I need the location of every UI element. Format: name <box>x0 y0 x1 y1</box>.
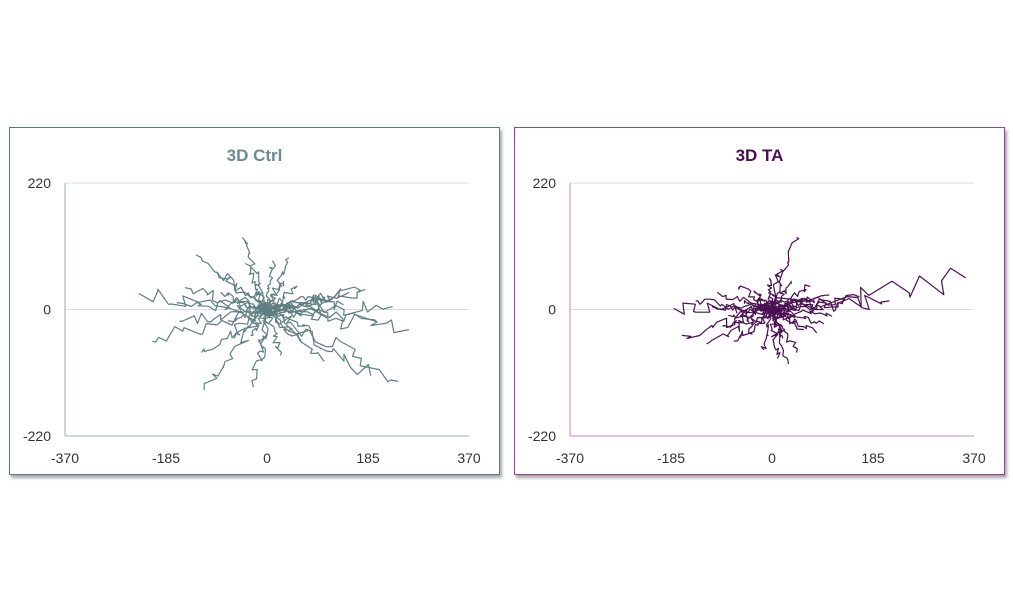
cell-track <box>673 302 773 315</box>
x-tick-label: -370 <box>556 450 584 466</box>
y-tick-label: 220 <box>533 175 557 191</box>
cell-track <box>266 308 399 383</box>
cluster-segment <box>256 303 266 316</box>
cell-track <box>265 260 276 310</box>
cell-track <box>265 309 325 362</box>
cluster-segment <box>266 304 269 311</box>
y-tick-label: 0 <box>43 302 51 318</box>
cluster-segment <box>254 310 278 314</box>
cluster-segment <box>765 309 776 312</box>
cell-track <box>771 309 798 353</box>
cluster-segment <box>262 302 268 308</box>
cell-track <box>266 308 372 376</box>
x-tick-label: -185 <box>152 450 180 466</box>
cell-track <box>711 303 773 314</box>
cluster-segment <box>759 306 773 311</box>
cell-track <box>184 287 268 311</box>
cell-track <box>220 291 268 310</box>
cluster-segment <box>761 308 772 312</box>
x-tick-label: 0 <box>768 450 776 466</box>
y-tick-label: -220 <box>23 428 51 444</box>
x-tick-label: 370 <box>457 450 481 466</box>
cell-track <box>195 254 268 310</box>
cell-track <box>771 294 890 317</box>
cluster-segment <box>768 310 773 319</box>
cluster-segment <box>762 308 783 315</box>
chart-title: 3D TA <box>735 146 784 165</box>
cell-track <box>771 284 811 311</box>
tracks-group <box>673 237 967 365</box>
cell-track <box>260 309 270 362</box>
cell-track <box>179 309 268 325</box>
cell-track <box>771 268 784 310</box>
cell-track <box>771 280 792 310</box>
cluster-segment <box>272 307 277 312</box>
chart-panel-ctrl: 220 0 -220 -370 -185 0 185 370 3D Ctrl <box>9 127 500 475</box>
y-tick-label: 220 <box>28 175 52 191</box>
x-tick-label: 0 <box>263 450 271 466</box>
cluster-segment <box>764 311 766 314</box>
cluster-segment <box>264 313 276 317</box>
tracks-group <box>138 237 410 390</box>
y-tick-label: 0 <box>548 302 556 318</box>
cluster-segment <box>763 301 768 309</box>
y-tick-label: -220 <box>528 428 556 444</box>
x-tick-label: 185 <box>861 450 885 466</box>
cluster-segment <box>768 310 773 314</box>
cell-track <box>266 304 410 334</box>
cell-track <box>722 309 773 328</box>
chart-title: 3D Ctrl <box>226 146 283 165</box>
x-tick-label: 185 <box>356 450 380 466</box>
x-tick-label: 370 <box>962 450 986 466</box>
cell-track <box>771 267 967 311</box>
cluster-segment <box>771 306 783 310</box>
x-tick-label: -185 <box>657 450 685 466</box>
cell-track <box>265 308 283 356</box>
cell-track <box>766 277 775 312</box>
chart-svg-ta: 220 0 -220-370 -185 0 185 370 <box>528 175 986 466</box>
chart-svg-ctrl: 220 0 -220-370 -185 0 185 370 <box>23 175 481 466</box>
cell-track <box>771 309 789 365</box>
cell-track <box>214 271 268 311</box>
chart-panel-ta: 220 0 -220 -370 -185 0 185 370 3D TA <box>514 127 1005 475</box>
x-tick-label: -370 <box>51 450 79 466</box>
cell-track <box>706 308 773 345</box>
cluster-segment <box>272 308 279 311</box>
